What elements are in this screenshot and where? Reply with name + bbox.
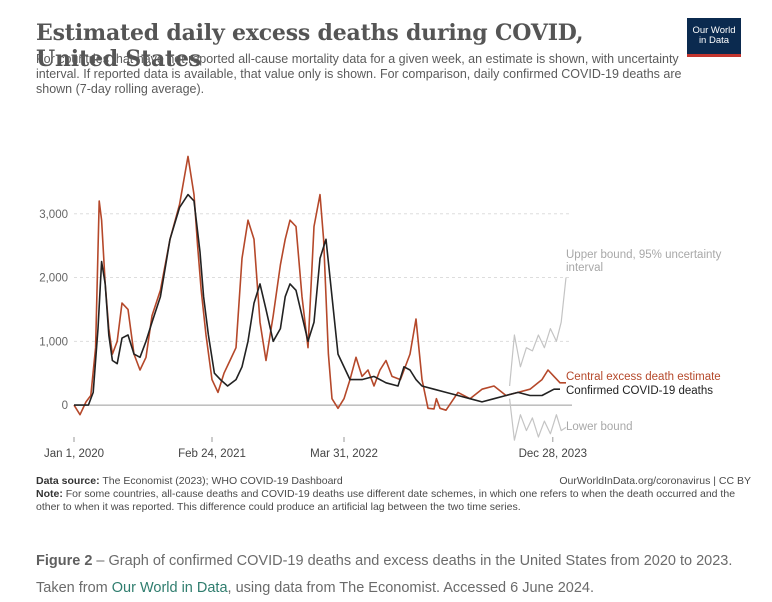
confirmed-deaths-label: Confirmed COVID-19 deaths [566,385,713,397]
series-line-1 [74,193,560,406]
caption-text-2: , using data from The Economist. Accesse… [227,580,595,596]
figure-label: Figure 2 [36,553,93,569]
series-line-2 [509,277,567,387]
x-tick-label: Mar 31, 2022 [310,448,378,460]
series-line-0 [73,155,566,416]
source-link[interactable]: OurWorldInData.org/coronavirus | CC BY [559,475,751,487]
y-tick-label: 1,000 [39,336,68,348]
x-tick-label: Jan 1, 2020 [44,448,104,460]
caption-text-1: – Graph of confirmed COVID-19 deaths and… [36,553,733,596]
logo-line-1: Our World [692,25,736,36]
figure-caption: Figure 2 – Graph of confirmed COVID-19 d… [36,548,756,602]
lower-bound-label: Lower bound [566,421,633,433]
excess-estimate-label: Central excess death estimate [566,371,721,383]
x-tick-label: Feb 24, 2021 [178,448,246,460]
owid-link[interactable]: Our World in Data [111,580,228,596]
y-tick-label: 0 [62,400,68,412]
data-source: Data source: The Economist (2023); WHO C… [36,475,751,488]
logo-line-2: in Data [698,35,730,46]
upper-bound-label: Upper bound, 95% uncertainty interval [566,249,722,274]
chart-title: Estimated daily excess deaths during COV… [36,20,584,72]
series-line-3 [509,398,567,441]
x-tick-label: Dec 28, 2023 [519,448,587,460]
owid-logo[interactable]: Our World in Data [687,18,741,57]
y-tick-label: 2,000 [39,273,68,285]
y-tick-label: 3,000 [39,209,68,221]
chart-subtitle: For countries that have not reported all… [36,52,682,96]
data-source-label: Data source: [36,475,100,487]
excess-deaths-chart: 0 1,000 2,000 3,000 Jan 1, 2020 Feb 24, 2021 M… [39,155,722,460]
note-label: Note: [36,488,63,500]
note-text: For some countries, all-cause deaths and… [36,488,736,513]
chart-footer: Data source: The Economist (2023); WHO C… [36,475,751,514]
chart-note: Note: For some countries, all-cause deat… [36,488,751,514]
data-source-text: The Economist (2023); WHO COVID-19 Dashb… [102,475,343,487]
